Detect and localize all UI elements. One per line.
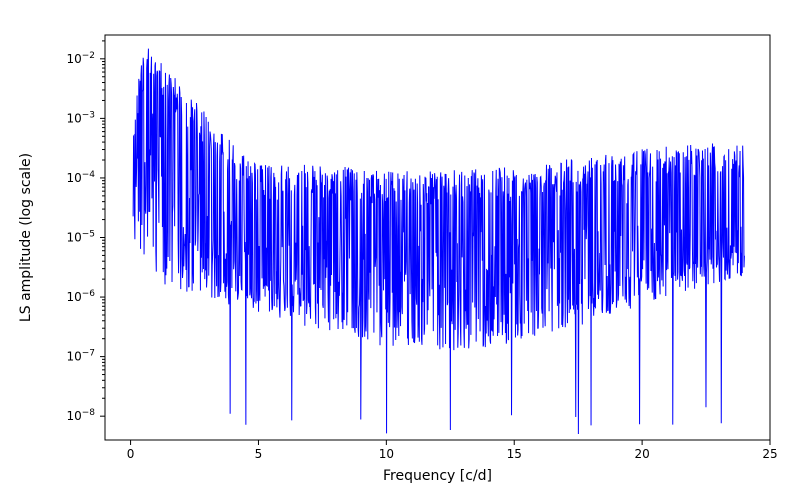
x-tick-label: 0 [127, 447, 135, 461]
y-tick-label: 10−3 [66, 110, 95, 125]
x-tick-label: 5 [255, 447, 263, 461]
y-tick-label: 10−2 [66, 51, 95, 66]
y-axis-label: LS amplitude (log scale) [18, 153, 34, 322]
x-axis-label: Frequency [c/d] [383, 468, 492, 484]
periodogram-chart: 0 5 10 15 20 25 Frequency [c/d] 10−8 10−7 10−6 10−… [0, 0, 800, 500]
y-tick-label: 10−7 [66, 349, 95, 364]
x-tick-label: 15 [507, 447, 522, 461]
chart-svg: 0 5 10 15 20 25 Frequency [c/d] 10−8 10−7 10−6 10−… [0, 0, 800, 500]
periodogram-line [133, 49, 744, 434]
y-tick-label: 10−4 [66, 170, 95, 185]
y-tick-label: 10−6 [66, 289, 95, 304]
x-tick-label: 10 [379, 447, 394, 461]
x-tick-label: 25 [762, 447, 777, 461]
y-tick-label: 10−5 [66, 230, 95, 245]
x-tick-label: 20 [634, 447, 649, 461]
y-tick-label: 10−8 [66, 408, 95, 423]
